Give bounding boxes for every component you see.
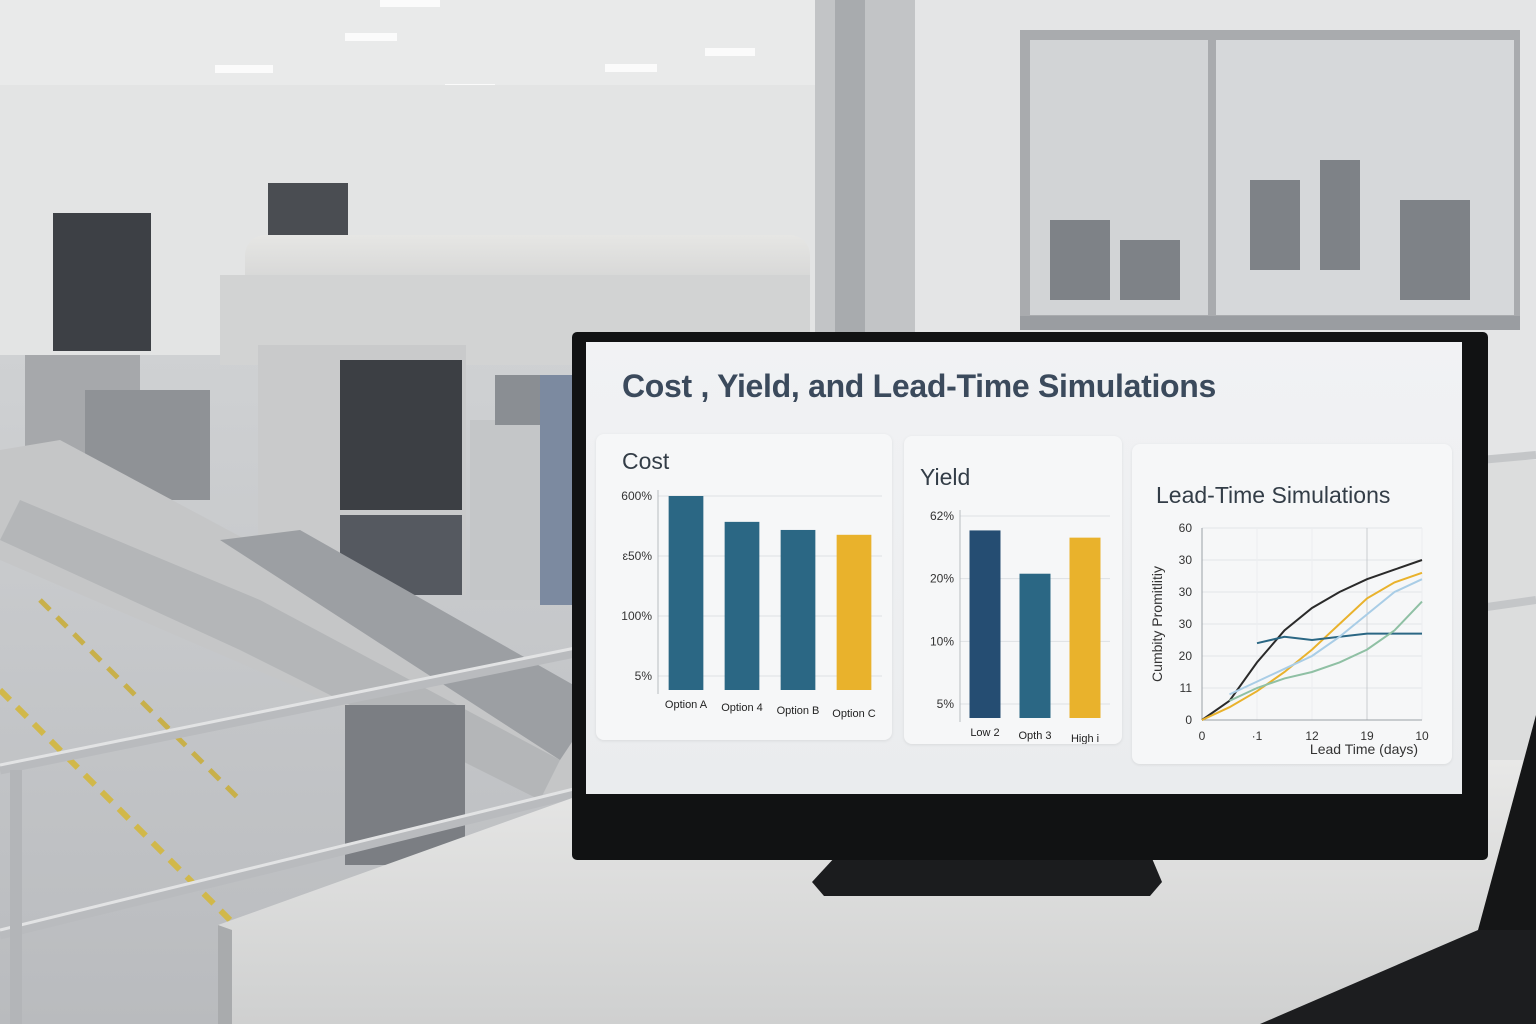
lead-y-tick-label: 30	[1179, 553, 1193, 567]
yield-bar	[1019, 573, 1051, 718]
lead-time-chart-panel: Lead-Time Simulations 60 30 30 30 20 11 0 0 ·1 12…	[1132, 444, 1452, 764]
yield-y-tick-label: 20%	[930, 572, 954, 586]
lead-series-line	[1229, 578, 1423, 696]
cost-bar	[780, 529, 816, 690]
cost-y-tick-label: 5%	[635, 669, 653, 683]
yield-chart-title: Yield	[920, 464, 971, 490]
cost-y-tick-label: 100%	[621, 609, 652, 623]
yield-bar	[969, 530, 1001, 718]
cost-bar	[668, 496, 704, 690]
cost-y-tick-label: 600%	[621, 489, 652, 503]
yield-bar-chart: 62% 20% 10% 5% Low 2 Opth 3 High i	[930, 509, 1110, 744]
lead-y-tick-label: 0	[1185, 713, 1192, 727]
monitor-screen: Cost , Yield, and Lead-Time Simulations …	[586, 342, 1462, 794]
lead-x-tick-label: 19	[1360, 729, 1374, 743]
cost-category-label: Option 4	[721, 702, 763, 714]
cost-category-label: Option A	[665, 699, 708, 711]
lead-time-chart-title: Lead-Time Simulations	[1156, 482, 1391, 508]
lead-y-tick-label: 60	[1179, 521, 1193, 535]
cost-bar	[836, 534, 872, 690]
lead-y-tick-label: 30	[1179, 617, 1193, 631]
lead-x-tick-label: 12	[1305, 729, 1319, 743]
yield-y-tick-label: 62%	[930, 509, 954, 523]
cost-category-label: Option C	[832, 708, 875, 720]
yield-y-tick-label: 10%	[930, 634, 954, 648]
yield-category-label: High i	[1071, 733, 1099, 744]
lead-series-line	[1201, 559, 1423, 721]
lead-x-axis-label: Lead Time (days)	[1310, 741, 1418, 757]
yield-category-label: Low 2	[970, 727, 999, 739]
cost-bar	[724, 521, 760, 690]
cost-bar-chart: 600% ɛ50% 100% 5% Option A Option 4 Option B Op…	[621, 489, 882, 720]
cost-chart-title: Cost	[622, 448, 670, 474]
yield-chart-panel: Yield 62% 20% 10% 5% Low 2 Opth 3 High i	[904, 436, 1122, 744]
dashboard-title: Cost , Yield, and Lead-Time Simulations	[622, 368, 1217, 404]
lead-y-tick-label: 11	[1180, 681, 1193, 695]
yield-y-tick-label: 5%	[937, 697, 955, 711]
yield-bar	[1069, 537, 1101, 718]
lead-x-tick-label: ·1	[1252, 729, 1263, 743]
lead-y-tick-label: 20	[1179, 649, 1193, 663]
lead-x-tick-label: 10	[1415, 729, 1429, 743]
cost-category-label: Option B	[777, 705, 820, 717]
lead-series-line	[1229, 600, 1423, 702]
cost-y-tick-label: ɛ50%	[622, 549, 652, 563]
lead-x-tick-label: 0	[1199, 729, 1206, 743]
lead-y-axis-label: Cumbity Promitlitiy	[1149, 566, 1165, 682]
lead-y-tick-label: 30	[1179, 585, 1193, 599]
yield-category-label: Opth 3	[1018, 730, 1051, 742]
cost-chart-panel: Cost 600% ɛ50% 100% 5% Option A Option 4 Optio…	[596, 434, 892, 740]
lead-series-line	[1201, 571, 1423, 721]
